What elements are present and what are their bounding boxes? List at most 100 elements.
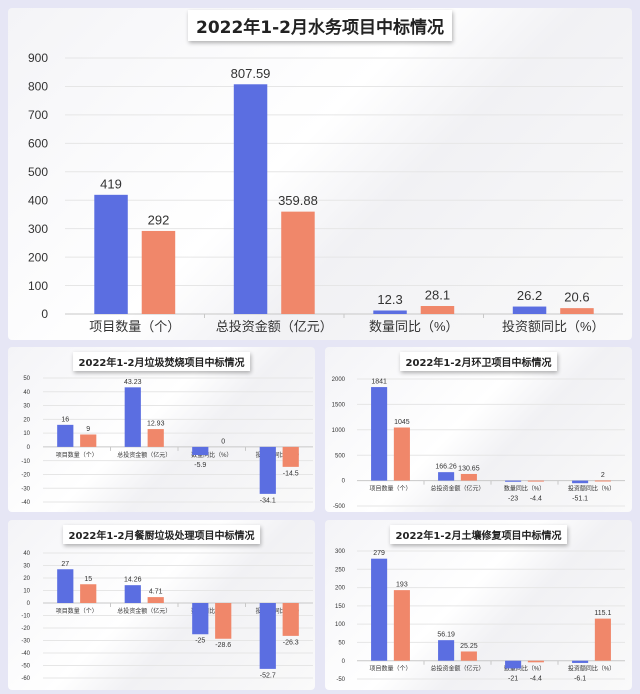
y-tick-label: 10	[23, 431, 30, 437]
y-tick-label: -10	[21, 459, 30, 465]
category-label: 数量同比（%）	[504, 485, 545, 493]
data-label: 4.71	[149, 589, 163, 596]
data-label: 28.1	[425, 288, 450, 303]
data-label: 279	[373, 550, 385, 557]
data-label: 292	[148, 212, 170, 227]
y-tick-label: 700	[28, 108, 48, 122]
bar-series1	[438, 640, 455, 661]
data-label: -5.9	[194, 462, 206, 469]
data-label: -14.5	[283, 470, 299, 477]
y-tick-label: 20	[23, 417, 30, 423]
data-label: 2	[601, 472, 605, 479]
y-tick-label: 0	[41, 307, 48, 321]
y-tick-label: 30	[23, 564, 30, 570]
category-label: 投资额同比（%）	[502, 319, 605, 334]
data-label: 130.65	[458, 465, 480, 472]
y-tick-label: 50	[338, 641, 345, 647]
y-tick-label: 100	[335, 622, 346, 628]
chart-kitchen-waste: -60 -50 -40 -30 -20 -10 0 10 20 30 40 项目数量（个） 27 15 总投…	[8, 520, 315, 690]
category-label: 投资额同比（%）	[256, 451, 303, 459]
data-label: 43.23	[124, 379, 142, 386]
data-label: 14.26	[124, 577, 142, 584]
bar-series2	[420, 306, 455, 314]
bar-series1	[192, 446, 209, 456]
y-tick-label: 0	[342, 659, 346, 665]
data-label: 9	[86, 426, 90, 433]
data-label: 16	[61, 416, 69, 423]
bar-series1	[94, 194, 128, 314]
y-tick-label: 0	[342, 479, 346, 485]
data-label: 807.59	[231, 66, 271, 81]
y-tick-label: 300	[28, 222, 48, 236]
bar-series1	[373, 310, 407, 314]
chart-water-svg: 0 100 200 300 400 500 600 700 800 900 项目数量（个） 419 29…	[28, 51, 623, 334]
y-tick-label: 1000	[332, 428, 346, 434]
bar-series1	[371, 387, 388, 481]
bar-series2	[527, 480, 544, 482]
category-label: 项目数量（个）	[56, 451, 98, 459]
category-label: 项目数量（个）	[56, 607, 98, 615]
data-label: 359.88	[278, 193, 318, 208]
y-tick-label: 800	[28, 80, 48, 94]
y-tick-label: -20	[21, 473, 30, 479]
y-tick-label: 300	[335, 549, 346, 555]
data-label: -26.3	[283, 639, 299, 646]
bar-series2	[560, 308, 594, 314]
y-tick-label: 20	[23, 576, 30, 582]
y-tick-label: -40	[21, 651, 30, 657]
data-label: 0	[221, 438, 225, 445]
chart-title: 2022年1-2月土壤修复项目中标情况	[389, 525, 568, 544]
y-tick-label: 500	[335, 453, 346, 459]
category-label: 投资额同比（%）	[568, 485, 615, 493]
bar-series2	[141, 230, 176, 314]
category-label: 数量同比（%）	[369, 319, 459, 334]
data-label: -52.7	[260, 672, 276, 679]
data-label: 20.6	[564, 290, 589, 305]
chart-incineration: -40 -30 -20 -10 0 10 20 30 40 50 项目数量（个） 16 9 总投资金额（亿…	[8, 347, 315, 512]
data-label: 27	[61, 561, 69, 568]
category-label: 总投资金额（亿元）	[117, 451, 171, 459]
bar-series1	[572, 480, 589, 484]
category-label: 总投资金额（亿元）	[430, 485, 484, 493]
data-label: 15	[84, 576, 92, 583]
category-label: 项目数量（个）	[369, 665, 411, 673]
data-label: 115.1	[594, 610, 611, 617]
data-label: 12.3	[377, 292, 402, 307]
bar-series2	[594, 618, 611, 661]
bar-series2	[281, 211, 315, 314]
category-label: 投资额同比（%）	[256, 607, 303, 615]
y-tick-label: 100	[28, 279, 48, 293]
data-label: 419	[100, 176, 122, 191]
category-label: 项目数量（个）	[369, 485, 411, 493]
y-tick-label: 50	[23, 376, 30, 382]
bar-series1	[192, 603, 209, 635]
category-label: 投资额同比（%）	[568, 665, 615, 673]
chart-sanitation-svg: -500 0 500 1000 1500 2000 项目数量（个） 1841 1045 总投资金额…	[332, 377, 625, 510]
chart-incineration-svg: -40 -30 -20 -10 0 10 20 30 40 50 项目数量（个） 16 9 总投资金额（亿…	[21, 376, 313, 506]
category-label: 数量同比（%）	[191, 451, 232, 459]
chart-soil-remediation-svg: -50 0 50 100 150 200 250 300 项目数量（个） 279 193 总投资金额（…	[335, 549, 625, 683]
data-label: -21	[508, 676, 518, 683]
bar-series1	[259, 603, 276, 669]
y-tick-label: -40	[21, 500, 30, 506]
bar-series1	[57, 569, 74, 603]
data-label: 193	[396, 582, 408, 589]
data-label: 1045	[394, 419, 410, 426]
bar-series2	[80, 434, 97, 447]
chart-kitchen-waste-svg: -60 -50 -40 -30 -20 -10 0 10 20 30 40 项目数量（个） 27 15 总投…	[21, 551, 313, 682]
y-tick-label: -10	[21, 614, 30, 620]
data-label: 26.2	[517, 288, 542, 303]
y-tick-label: 200	[28, 250, 48, 264]
bar-series2	[393, 427, 410, 481]
category-label: 数量同比（%）	[504, 665, 545, 673]
data-label: -34.1	[260, 497, 276, 504]
y-tick-label: 40	[23, 390, 30, 396]
data-label: -28.6	[215, 642, 231, 649]
bar-series1	[124, 585, 141, 603]
bar-series1	[438, 472, 455, 481]
bar-series1	[233, 84, 268, 314]
bar-series1	[371, 558, 388, 661]
data-label: 1841	[371, 379, 387, 386]
bar-series2	[594, 480, 611, 482]
data-label: -51.1	[572, 496, 588, 503]
